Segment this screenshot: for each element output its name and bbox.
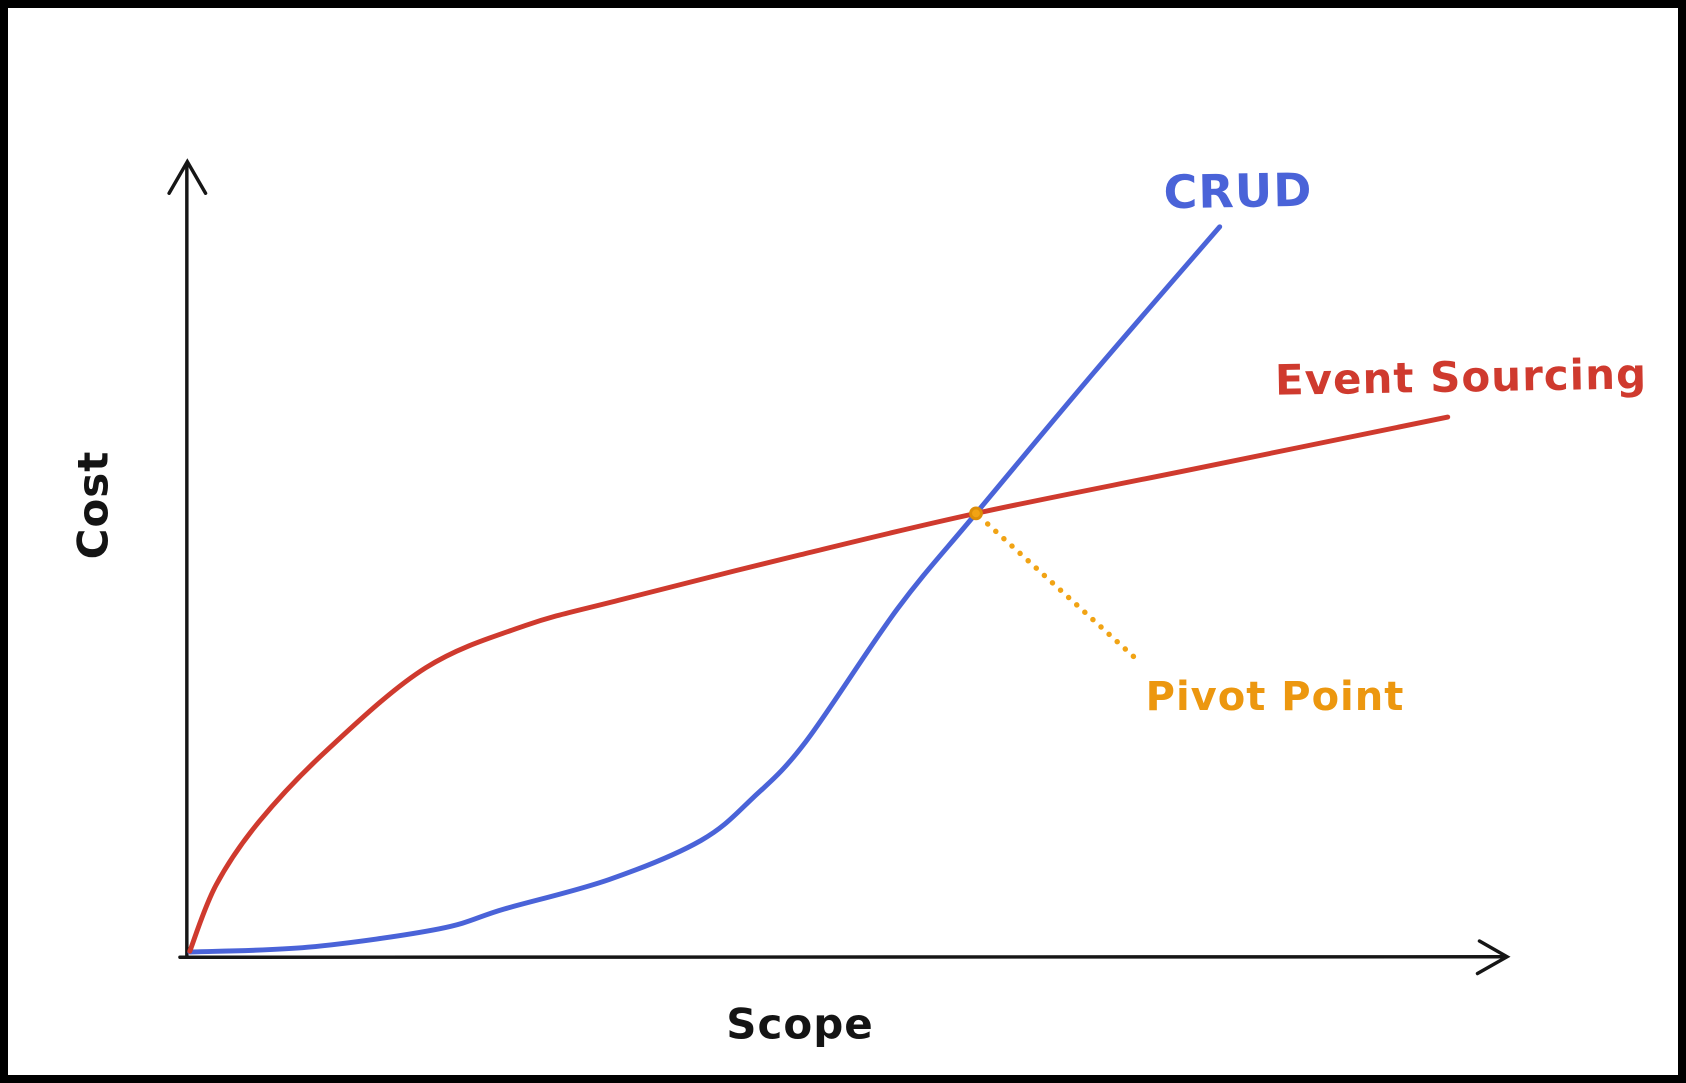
annotations xyxy=(969,506,1140,663)
x-axis-arrowhead xyxy=(1475,939,1511,976)
y-axis-label: Cost xyxy=(68,450,118,560)
pivot-leader-dotted-line xyxy=(984,521,1140,663)
pivot-point-label: Pivot Point xyxy=(1145,674,1405,720)
event-sourcing-curve xyxy=(187,414,1451,954)
axes xyxy=(167,158,1511,976)
y-axis-arrowhead xyxy=(167,158,208,195)
series-curves xyxy=(187,224,1451,955)
crud-curve xyxy=(187,224,1223,955)
pivot-point-dot xyxy=(969,506,983,521)
crud-series-label: CRUD xyxy=(1163,162,1313,220)
event-sourcing-series-label: Event Sourcing xyxy=(1274,349,1648,405)
x-axis-label: Scope xyxy=(726,999,874,1049)
chart-svg xyxy=(167,158,1511,976)
